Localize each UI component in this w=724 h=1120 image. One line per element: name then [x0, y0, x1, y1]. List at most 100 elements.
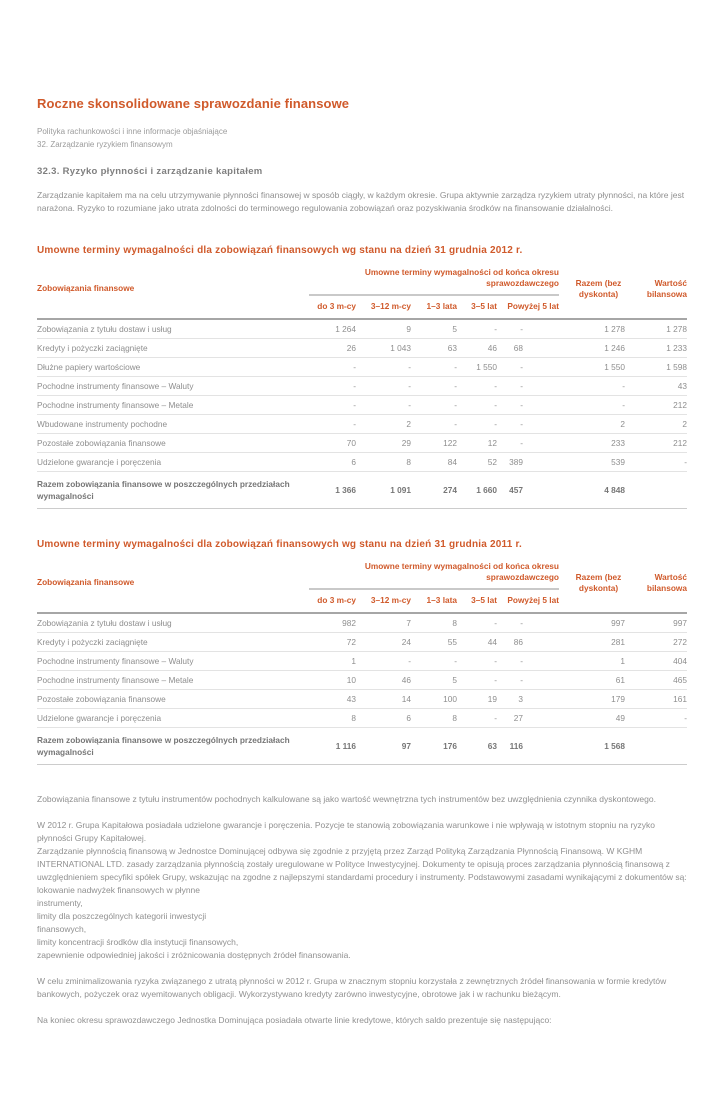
breadcrumb-line-1: Polityka rachunkowości i inne informacje… [37, 127, 228, 136]
column-header-liabilities: Zobowiązania finansowe [37, 577, 135, 587]
cell-value: 2 [406, 419, 411, 429]
table-header: Zobowiązania finansowe Umowne terminy wy… [37, 265, 687, 320]
table-row: Pochodne instrumenty finansowe – Waluty -… [37, 377, 687, 396]
cell-value: 97 [401, 741, 411, 751]
cell-value: 1 043 [390, 343, 411, 353]
table-row: Dłużne papiery wartościowe - - - 1 550 - 1 550… [37, 358, 687, 377]
cell-value: 43 [346, 694, 356, 704]
table-header: Zobowiązania finansowe Umowne terminy wy… [37, 559, 687, 614]
cell-value: 61 [615, 675, 625, 685]
cell-value: 3 [518, 694, 523, 704]
column-header-1-3-lata: 1–3 lata [426, 301, 457, 311]
cell-value: 5 [452, 324, 457, 334]
cell-value: 100 [443, 694, 457, 704]
cell-value: 5 [452, 675, 457, 685]
cell-value: - [494, 400, 497, 410]
table-row: Pochodne instrumenty finansowe – Metale 1… [37, 671, 687, 690]
cell-value: 1 278 [666, 324, 687, 334]
cell-value: 19 [487, 694, 497, 704]
cell-value: 70 [346, 438, 356, 448]
table-row: Kredyty i pożyczki zaciągnięte 26 1 043 63 4… [37, 339, 687, 358]
page-title: Roczne skonsolidowane sprawozdanie finan… [37, 96, 350, 111]
table-row: Pozostałe zobowiązania finansowe 70 29 122 1… [37, 434, 687, 453]
cell-value: 161 [673, 694, 687, 704]
cell-value: - [494, 324, 497, 334]
cell-value: 1 278 [604, 324, 625, 334]
cell-value: - [408, 400, 411, 410]
cell-value: 44 [487, 637, 497, 647]
cell-value: - [684, 457, 687, 467]
cell-value: - [408, 381, 411, 391]
paragraph-credit-lines: Na koniec okresu sprawozdawczego Jednost… [37, 1015, 552, 1025]
cell-value: 9 [406, 324, 411, 334]
column-group-header: Umowne terminy wymagalności od końca okr… [309, 559, 559, 590]
cell-value: 52 [487, 457, 497, 467]
cell-value: 2 [682, 419, 687, 429]
table-row: Razem zobowiązania finansowe w poszczegó… [37, 472, 687, 509]
breadcrumb: Polityka rachunkowości i inne informacje… [37, 125, 687, 151]
cell-value: 46 [401, 675, 411, 685]
cell-value: 274 [443, 485, 457, 495]
cell-value: - [494, 419, 497, 429]
cell-value: 179 [611, 694, 625, 704]
cell-value: 1 598 [666, 362, 687, 372]
cell-value: - [520, 438, 523, 448]
cell-value: - [454, 400, 457, 410]
cell-value: 6 [351, 457, 356, 467]
column-header-3-5-lat: 3–5 lat [471, 301, 497, 311]
table-body: Zobowiązania z tytułu dostaw i usług 1 26… [37, 320, 687, 509]
row-label: Pochodne instrumenty finansowe – Metale [37, 675, 194, 685]
table-title-2011: Umowne terminy wymagalności dla zobowiąz… [37, 539, 522, 550]
cell-value: - [494, 381, 497, 391]
cell-value: - [408, 362, 411, 372]
cell-value: - [494, 713, 497, 723]
cell-value: 14 [401, 694, 411, 704]
cell-value: - [353, 362, 356, 372]
table-row: Zobowiązania z tytułu dostaw i usług 982 7… [37, 614, 687, 633]
cell-value: 6 [406, 713, 411, 723]
row-label: Kredyty i pożyczki zaciągnięte [37, 343, 148, 353]
cell-value: - [353, 419, 356, 429]
cell-value: 1 246 [604, 343, 625, 353]
cell-value: 272 [673, 637, 687, 647]
cell-value: 997 [673, 618, 687, 628]
row-label: Razem zobowiązania finansowe w poszczegó… [37, 479, 290, 501]
cell-value: - [353, 381, 356, 391]
column-header-3-12-mcy: 3–12 m-cy [370, 301, 411, 311]
cell-value: 49 [615, 713, 625, 723]
row-label: Razem zobowiązania finansowe w poszczegó… [37, 735, 290, 757]
row-label: Kredyty i pożyczki zaciągnięte [37, 637, 148, 647]
cell-value: 8 [452, 618, 457, 628]
cell-value: 982 [342, 618, 356, 628]
table-row: Kredyty i pożyczki zaciągnięte 72 24 55 44 86… [37, 633, 687, 652]
column-header-liabilities: Zobowiązania finansowe [37, 283, 135, 293]
row-label: Pozostałe zobowiązania finansowe [37, 438, 166, 448]
table-row: Pochodne instrumenty finansowe – Waluty 1… [37, 652, 687, 671]
cell-value: 2 [620, 419, 625, 429]
cell-value: 539 [611, 457, 625, 467]
cell-value: - [684, 713, 687, 723]
table-row: Udzielone gwarancje i poręczenia 6 8 84 52 38… [37, 453, 687, 472]
cell-value: 27 [513, 713, 523, 723]
cell-value: 63 [447, 343, 457, 353]
column-header-1-3-lata: 1–3 lata [426, 595, 457, 605]
cell-value: 7 [406, 618, 411, 628]
cell-value: 1 [620, 656, 625, 666]
cell-value: - [454, 362, 457, 372]
cell-value: 4 848 [604, 485, 625, 495]
table-row: Pozostałe zobowiązania finansowe 43 14 100 1… [37, 690, 687, 709]
cell-value: - [520, 381, 523, 391]
section-heading: 32.3. Ryzyko płynności i zarządzanie kap… [37, 166, 263, 177]
cell-value: 122 [443, 438, 457, 448]
cell-value: 63 [487, 741, 497, 751]
breadcrumb-line-2: 32. Zarządzanie ryzykiem finansowym [37, 140, 173, 149]
cell-value: 8 [351, 713, 356, 723]
column-header-razem: Razem (bez dyskonta) [575, 277, 622, 299]
cell-value: - [520, 419, 523, 429]
cell-value: 12 [487, 438, 497, 448]
table-title-2012: Umowne terminy wymagalności dla zobowiąz… [37, 245, 523, 256]
column-header-wartosc-bilansowa: Wartość bilansowa [646, 277, 687, 299]
cell-value: 1 233 [666, 343, 687, 353]
row-label: Zobowiązania z tytułu dostaw i usług [37, 618, 172, 628]
cell-value: - [520, 656, 523, 666]
